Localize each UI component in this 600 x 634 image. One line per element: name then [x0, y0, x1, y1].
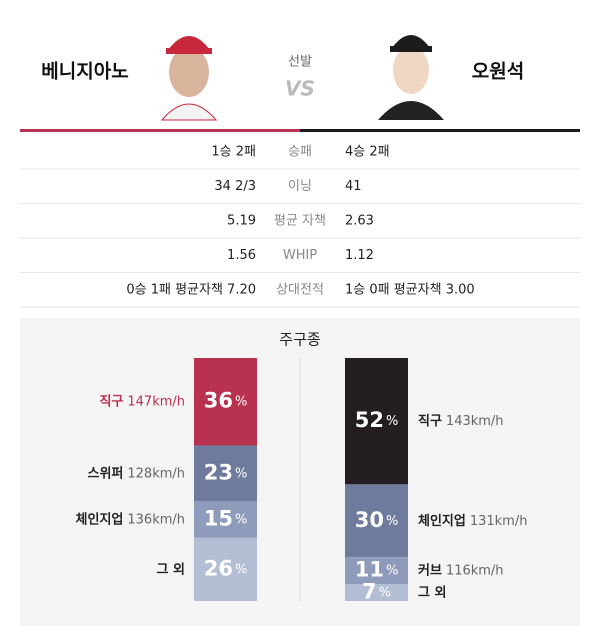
pitch-name: 체인지업: [418, 512, 466, 528]
pitch-bar-segment: [194, 501, 257, 538]
left-team-line: [20, 129, 300, 132]
percent-value: 52: [355, 408, 384, 432]
percent-unit: %: [386, 513, 398, 528]
percent-value: 23: [204, 460, 233, 484]
pitch-bar-segment: [345, 557, 408, 584]
left-stat: 0승 1패 평균자책 7.20: [126, 283, 256, 298]
pitch-bar-segment: [345, 358, 408, 485]
stat-label: 평균 자책: [274, 214, 326, 229]
percent-unit: %: [235, 512, 247, 527]
pitch-label: 커브 116km/h: [418, 563, 504, 578]
percent-unit: %: [386, 414, 398, 429]
left-stat: 1승 2패: [211, 145, 256, 160]
pitch-name: 커브: [418, 563, 442, 578]
pitch-speed: 143km/h: [446, 414, 504, 429]
pitch-name: 스위퍼: [87, 466, 123, 481]
stat-label: 승패: [288, 145, 312, 160]
pitch-name: 직구: [418, 413, 442, 429]
right-stat: 1승 0패 평균자책 3.00: [345, 283, 475, 298]
right-stat: 41: [345, 179, 362, 194]
pitch-percent: 15%: [204, 507, 248, 531]
pitch-label: 그 외: [418, 584, 446, 600]
left-stat: 34 2/3: [214, 179, 256, 194]
left-player-name: 베니지아노: [41, 61, 128, 83]
percent-unit: %: [386, 563, 398, 578]
percent-value: 11: [355, 558, 384, 582]
percent-unit: %: [379, 585, 391, 600]
percent-value: 7: [362, 579, 377, 603]
pitch-name: 그 외: [157, 561, 185, 577]
right-team-line: [300, 129, 580, 132]
start-label: 선발: [288, 55, 312, 70]
pitch-label: 그 외: [157, 561, 185, 577]
right-stat: 4승 2패: [345, 145, 390, 160]
percent-value: 30: [355, 508, 384, 532]
pitch-bar-segment: [194, 358, 257, 446]
pitch-speed: 128km/h: [127, 466, 185, 481]
pitch-percent: 26%: [204, 556, 248, 580]
right-player-photo: [372, 20, 452, 120]
right-stat: 2.63: [345, 214, 374, 229]
pitch-name: 그 외: [418, 584, 446, 600]
left-stat: 1.56: [227, 248, 256, 263]
pitch-name: 체인지업: [76, 511, 124, 527]
percent-value: 15: [204, 507, 233, 531]
pitch-speed: 116km/h: [446, 563, 504, 578]
pitch-percent: 23%: [204, 460, 248, 484]
pitch-bar-segment: [345, 583, 408, 601]
pitch-label: 스위퍼 128km/h: [87, 466, 185, 481]
left-player-photo: [150, 20, 230, 121]
percent-value: 36: [204, 389, 233, 413]
stat-label: 이닝: [288, 179, 312, 194]
pitch-percent: 36%: [204, 389, 248, 413]
pitch-mix-title: 주구종: [279, 331, 320, 349]
pitch-label: 체인지업 131km/h: [418, 512, 527, 528]
pitch-name: 직구: [99, 393, 123, 409]
percent-value: 26: [204, 556, 233, 580]
percent-unit: %: [235, 562, 247, 577]
pitch-bar-segment: [345, 484, 408, 558]
pitch-percent: 30%: [355, 508, 399, 532]
pitch-speed: 136km/h: [127, 512, 185, 527]
pitch-bar-segment: [194, 537, 257, 601]
stat-label: 상대전적: [276, 283, 324, 298]
pitch-label: 체인지업 136km/h: [76, 511, 185, 527]
right-player-name: 오원석: [472, 61, 524, 83]
pitch-speed: 147km/h: [127, 394, 185, 409]
stat-label: WHIP: [283, 248, 317, 263]
percent-unit: %: [235, 394, 247, 409]
percent-unit: %: [235, 466, 247, 481]
pitch-percent: 7%: [362, 579, 391, 603]
left-stat: 5.19: [227, 214, 256, 229]
right-stat: 1.12: [345, 248, 374, 263]
vs-label: VS: [285, 77, 315, 101]
pitch-percent: 11%: [355, 558, 399, 582]
pitch-label: 직구 143km/h: [418, 413, 504, 429]
pitch-percent: 52%: [355, 408, 399, 432]
pitch-label: 직구 147km/h: [99, 393, 185, 409]
pitch-bar-segment: [194, 445, 257, 502]
pitch-speed: 131km/h: [470, 513, 528, 528]
